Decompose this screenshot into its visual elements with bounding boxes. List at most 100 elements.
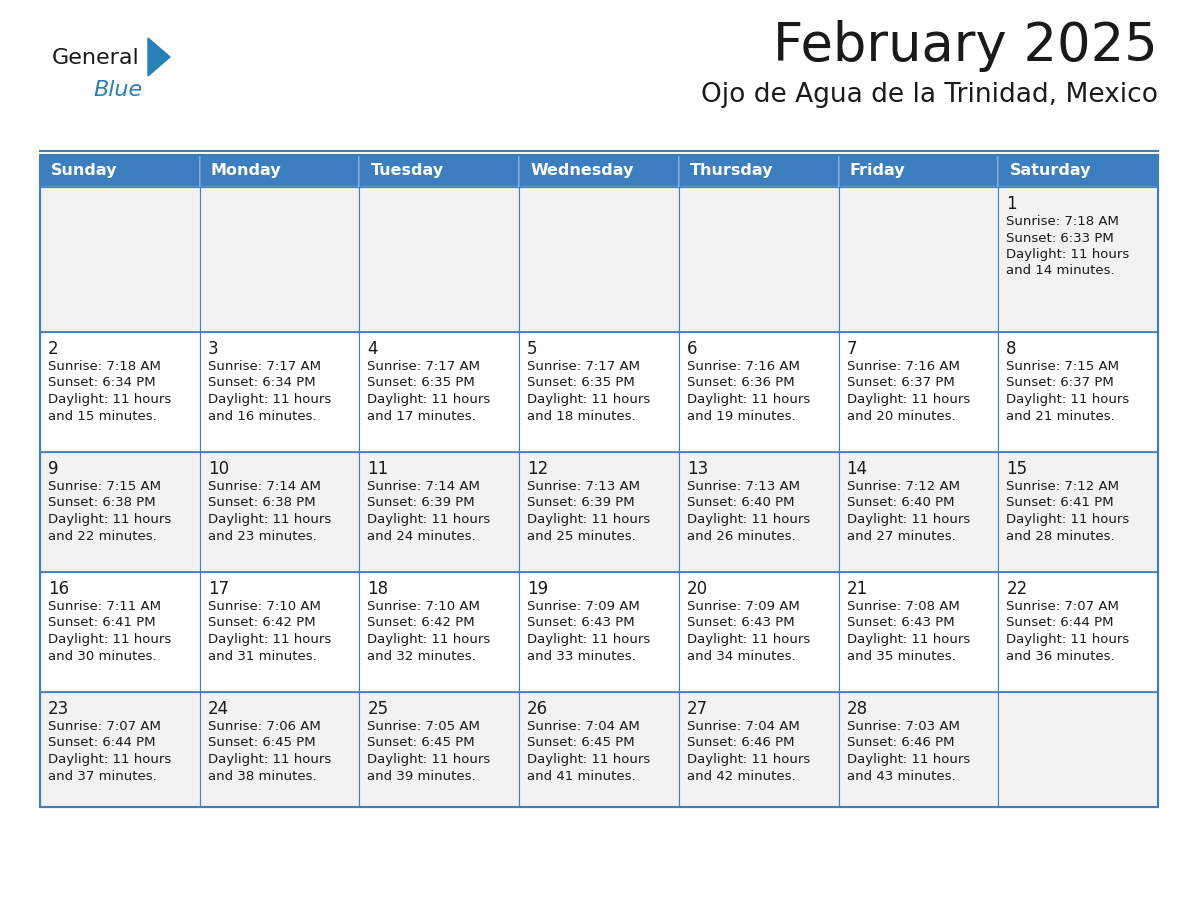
Text: Sunrise: 7:04 AM: Sunrise: 7:04 AM	[527, 720, 640, 733]
Text: Sunrise: 7:11 AM: Sunrise: 7:11 AM	[48, 600, 162, 613]
Text: and 27 minutes.: and 27 minutes.	[847, 530, 955, 543]
Text: Monday: Monday	[211, 163, 282, 178]
Text: Sunrise: 7:18 AM: Sunrise: 7:18 AM	[48, 360, 160, 373]
Text: 12: 12	[527, 460, 549, 478]
Text: 9: 9	[48, 460, 58, 478]
Bar	[200, 452, 360, 572]
Text: Daylight: 11 hours: Daylight: 11 hours	[687, 393, 810, 406]
Text: and 26 minutes.: and 26 minutes.	[687, 530, 796, 543]
Bar	[998, 155, 1158, 187]
Text: and 43 minutes.: and 43 minutes.	[847, 769, 955, 782]
Text: Sunset: 6:37 PM: Sunset: 6:37 PM	[847, 376, 954, 389]
Text: Tuesday: Tuesday	[371, 163, 444, 178]
Text: Sunrise: 7:10 AM: Sunrise: 7:10 AM	[367, 600, 480, 613]
Text: and 36 minutes.: and 36 minutes.	[1006, 650, 1114, 663]
Text: Daylight: 11 hours: Daylight: 11 hours	[1006, 633, 1130, 646]
Bar	[519, 187, 678, 332]
Text: and 15 minutes.: and 15 minutes.	[48, 409, 157, 422]
Text: Saturday: Saturday	[1010, 163, 1091, 178]
Text: and 38 minutes.: and 38 minutes.	[208, 769, 316, 782]
Text: Daylight: 11 hours: Daylight: 11 hours	[1006, 393, 1130, 406]
Text: 6: 6	[687, 340, 697, 358]
Text: 11: 11	[367, 460, 388, 478]
Bar	[678, 332, 839, 452]
Text: Sunrise: 7:10 AM: Sunrise: 7:10 AM	[208, 600, 321, 613]
Bar	[360, 692, 519, 807]
Text: Sunset: 6:41 PM: Sunset: 6:41 PM	[48, 617, 156, 630]
Text: Daylight: 11 hours: Daylight: 11 hours	[527, 633, 650, 646]
Text: Sunrise: 7:16 AM: Sunrise: 7:16 AM	[847, 360, 960, 373]
Text: Sunrise: 7:05 AM: Sunrise: 7:05 AM	[367, 720, 480, 733]
Bar	[678, 155, 839, 187]
Bar	[839, 187, 998, 332]
Text: Daylight: 11 hours: Daylight: 11 hours	[527, 513, 650, 526]
Text: Sunset: 6:41 PM: Sunset: 6:41 PM	[1006, 497, 1114, 509]
Text: Sunrise: 7:12 AM: Sunrise: 7:12 AM	[847, 480, 960, 493]
Text: Daylight: 11 hours: Daylight: 11 hours	[847, 393, 969, 406]
Text: and 31 minutes.: and 31 minutes.	[208, 650, 316, 663]
Bar	[200, 572, 360, 692]
Bar	[200, 692, 360, 807]
Bar	[519, 452, 678, 572]
Text: Sunrise: 7:17 AM: Sunrise: 7:17 AM	[208, 360, 321, 373]
Text: Sunrise: 7:07 AM: Sunrise: 7:07 AM	[1006, 600, 1119, 613]
Bar	[678, 572, 839, 692]
Text: Sunrise: 7:15 AM: Sunrise: 7:15 AM	[1006, 360, 1119, 373]
Text: and 32 minutes.: and 32 minutes.	[367, 650, 476, 663]
Text: 27: 27	[687, 700, 708, 718]
Text: and 20 minutes.: and 20 minutes.	[847, 409, 955, 422]
Text: Sunset: 6:43 PM: Sunset: 6:43 PM	[847, 617, 954, 630]
Text: General: General	[52, 48, 140, 68]
Text: and 39 minutes.: and 39 minutes.	[367, 769, 476, 782]
Bar	[998, 572, 1158, 692]
Text: Sunset: 6:42 PM: Sunset: 6:42 PM	[208, 617, 315, 630]
Text: Sunrise: 7:07 AM: Sunrise: 7:07 AM	[48, 720, 160, 733]
Text: Daylight: 11 hours: Daylight: 11 hours	[687, 513, 810, 526]
Text: 14: 14	[847, 460, 867, 478]
Text: 5: 5	[527, 340, 538, 358]
Text: 18: 18	[367, 580, 388, 598]
Text: Sunrise: 7:17 AM: Sunrise: 7:17 AM	[527, 360, 640, 373]
Text: and 30 minutes.: and 30 minutes.	[48, 650, 157, 663]
Text: and 35 minutes.: and 35 minutes.	[847, 650, 955, 663]
Text: Daylight: 11 hours: Daylight: 11 hours	[847, 633, 969, 646]
Text: Daylight: 11 hours: Daylight: 11 hours	[527, 753, 650, 766]
Text: Sunset: 6:37 PM: Sunset: 6:37 PM	[1006, 376, 1114, 389]
Text: and 25 minutes.: and 25 minutes.	[527, 530, 636, 543]
Bar	[839, 155, 998, 187]
Text: Sunset: 6:36 PM: Sunset: 6:36 PM	[687, 376, 795, 389]
Bar	[519, 332, 678, 452]
Text: Sunset: 6:34 PM: Sunset: 6:34 PM	[48, 376, 156, 389]
Bar	[40, 572, 200, 692]
Text: Sunset: 6:45 PM: Sunset: 6:45 PM	[367, 736, 475, 749]
Text: Daylight: 11 hours: Daylight: 11 hours	[367, 393, 491, 406]
Text: Daylight: 11 hours: Daylight: 11 hours	[208, 513, 331, 526]
Text: Sunrise: 7:04 AM: Sunrise: 7:04 AM	[687, 720, 800, 733]
Text: Daylight: 11 hours: Daylight: 11 hours	[48, 753, 171, 766]
Text: and 34 minutes.: and 34 minutes.	[687, 650, 796, 663]
Text: and 21 minutes.: and 21 minutes.	[1006, 409, 1116, 422]
Bar	[678, 452, 839, 572]
Bar	[360, 572, 519, 692]
Text: Daylight: 11 hours: Daylight: 11 hours	[1006, 513, 1130, 526]
Text: and 37 minutes.: and 37 minutes.	[48, 769, 157, 782]
Text: Sunset: 6:45 PM: Sunset: 6:45 PM	[208, 736, 315, 749]
Text: Thursday: Thursday	[690, 163, 773, 178]
Text: Sunset: 6:35 PM: Sunset: 6:35 PM	[527, 376, 634, 389]
Text: 23: 23	[48, 700, 69, 718]
Text: Sunrise: 7:17 AM: Sunrise: 7:17 AM	[367, 360, 480, 373]
Text: Sunset: 6:40 PM: Sunset: 6:40 PM	[847, 497, 954, 509]
Text: 26: 26	[527, 700, 548, 718]
Text: Sunset: 6:38 PM: Sunset: 6:38 PM	[48, 497, 156, 509]
Text: Sunrise: 7:13 AM: Sunrise: 7:13 AM	[687, 480, 800, 493]
Text: 16: 16	[48, 580, 69, 598]
Text: Friday: Friday	[849, 163, 905, 178]
Text: 21: 21	[847, 580, 867, 598]
Bar	[519, 572, 678, 692]
Bar	[519, 155, 678, 187]
Text: Sunset: 6:34 PM: Sunset: 6:34 PM	[208, 376, 315, 389]
Text: and 22 minutes.: and 22 minutes.	[48, 530, 157, 543]
Text: 22: 22	[1006, 580, 1028, 598]
Text: Sunset: 6:46 PM: Sunset: 6:46 PM	[847, 736, 954, 749]
Bar	[678, 692, 839, 807]
